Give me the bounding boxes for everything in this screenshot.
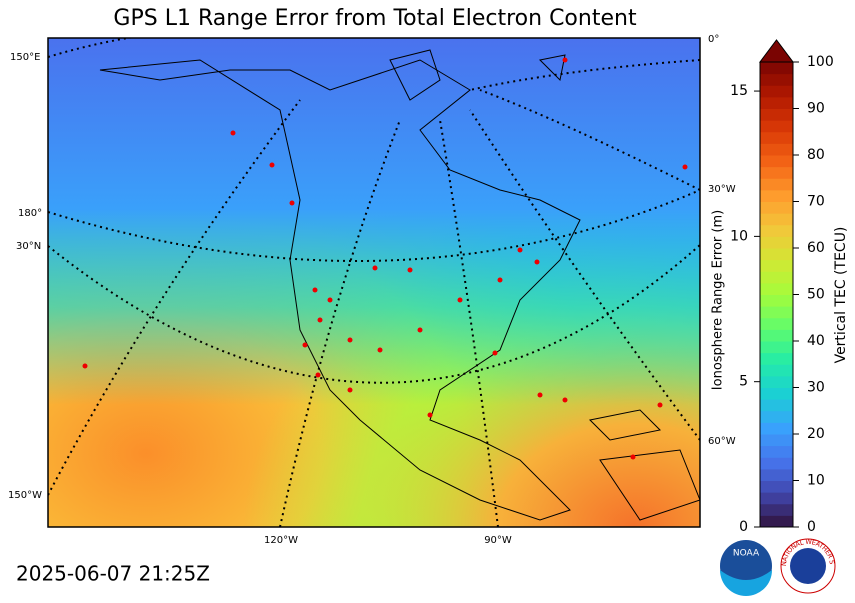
tec-tick-label: 30 bbox=[807, 380, 825, 396]
tec-tick-label: 60 bbox=[807, 240, 825, 256]
noaa-logo: NOAA bbox=[720, 540, 772, 596]
tec-tick-label: 40 bbox=[807, 333, 825, 349]
colorbar-band bbox=[760, 410, 793, 423]
colorbar-band bbox=[760, 317, 793, 330]
colorbar-band bbox=[760, 189, 793, 202]
colorbar-band bbox=[760, 434, 793, 447]
colorbar-band bbox=[760, 364, 793, 377]
colorbar-band bbox=[760, 73, 793, 86]
colorbar-band bbox=[760, 515, 793, 528]
colorbar-band bbox=[760, 131, 793, 144]
graticule-label: 30°W bbox=[708, 184, 736, 195]
tec-tick-label: 90 bbox=[807, 101, 825, 117]
tec-tick-label: 70 bbox=[807, 194, 825, 210]
range-tick-label: 0 bbox=[739, 519, 748, 535]
colorbar-band bbox=[760, 178, 793, 191]
tec-tick-label: 20 bbox=[807, 426, 825, 442]
tec-tick-label: 10 bbox=[807, 473, 825, 489]
coastline bbox=[389, 49, 700, 521]
colorbar-band bbox=[760, 120, 793, 133]
tec-tick-label: 0 bbox=[807, 519, 816, 535]
colorbar-band bbox=[760, 341, 793, 354]
colorbar-band bbox=[760, 387, 793, 400]
tec-field bbox=[48, 38, 700, 527]
colorbar-band bbox=[760, 503, 793, 516]
noaa-text: NOAA bbox=[733, 549, 760, 559]
tec-tick-label: 80 bbox=[807, 147, 825, 163]
colorbar-band bbox=[760, 468, 793, 481]
colorbar-band bbox=[760, 236, 793, 249]
colorbar-band bbox=[760, 96, 793, 109]
graticule-label: 150°E bbox=[10, 52, 40, 63]
colorbar-band bbox=[760, 259, 793, 272]
graticule bbox=[48, 38, 700, 527]
colorbar-band bbox=[760, 271, 793, 284]
graticule-label: 60°W bbox=[708, 436, 736, 447]
colorbar-band bbox=[760, 306, 793, 319]
tec-axis-label: Vertical TEC (TECU) bbox=[833, 227, 849, 364]
colorbar-band bbox=[760, 85, 793, 98]
range-tick-label: 10 bbox=[730, 228, 748, 244]
range-tick-label: 5 bbox=[739, 374, 748, 390]
colorbar-band bbox=[760, 329, 793, 342]
map-frame bbox=[47, 37, 701, 528]
graticule-label: 120°W bbox=[264, 535, 298, 546]
colorbar-band bbox=[760, 155, 793, 168]
colorbar-band bbox=[760, 492, 793, 505]
colorbar-band bbox=[760, 201, 793, 214]
title: GPS L1 Range Error from Total Electron C… bbox=[113, 6, 637, 31]
stations bbox=[82, 57, 688, 460]
graticule-label: 150°W bbox=[8, 490, 42, 501]
tec-tick-label: 100 bbox=[807, 54, 834, 70]
colorbar-band bbox=[760, 445, 793, 458]
colorbar-band bbox=[760, 108, 793, 121]
colorbar-band bbox=[760, 248, 793, 261]
graticule-label: 30°N bbox=[16, 241, 41, 252]
graticule-label: 90°W bbox=[484, 535, 512, 546]
colorbar-band bbox=[760, 422, 793, 435]
colorbar-band bbox=[760, 375, 793, 388]
colorbar-band bbox=[760, 480, 793, 493]
colorbar-band bbox=[760, 62, 793, 75]
colorbar-band bbox=[760, 143, 793, 156]
range-axis-label: Ionosphere Range Error (m) bbox=[711, 210, 726, 390]
map bbox=[48, 38, 700, 527]
colorbar-band bbox=[760, 399, 793, 412]
colorbar-band bbox=[760, 457, 793, 470]
colorbar-band bbox=[760, 166, 793, 179]
tec-tick-label: 50 bbox=[807, 287, 825, 303]
colorbar-extend bbox=[759, 39, 794, 63]
colorbar-band bbox=[760, 282, 793, 295]
colorbar-band bbox=[760, 294, 793, 307]
colorbar-band bbox=[760, 352, 793, 365]
timestamp: 2025-06-07 21:25Z bbox=[16, 562, 210, 586]
colorbar-band bbox=[760, 224, 793, 237]
graticule-label: 0° bbox=[708, 34, 719, 45]
graticule-label: 180° bbox=[18, 208, 42, 219]
range-tick-label: 15 bbox=[730, 83, 748, 99]
coastline bbox=[99, 59, 581, 521]
colorbar-band bbox=[760, 213, 793, 226]
